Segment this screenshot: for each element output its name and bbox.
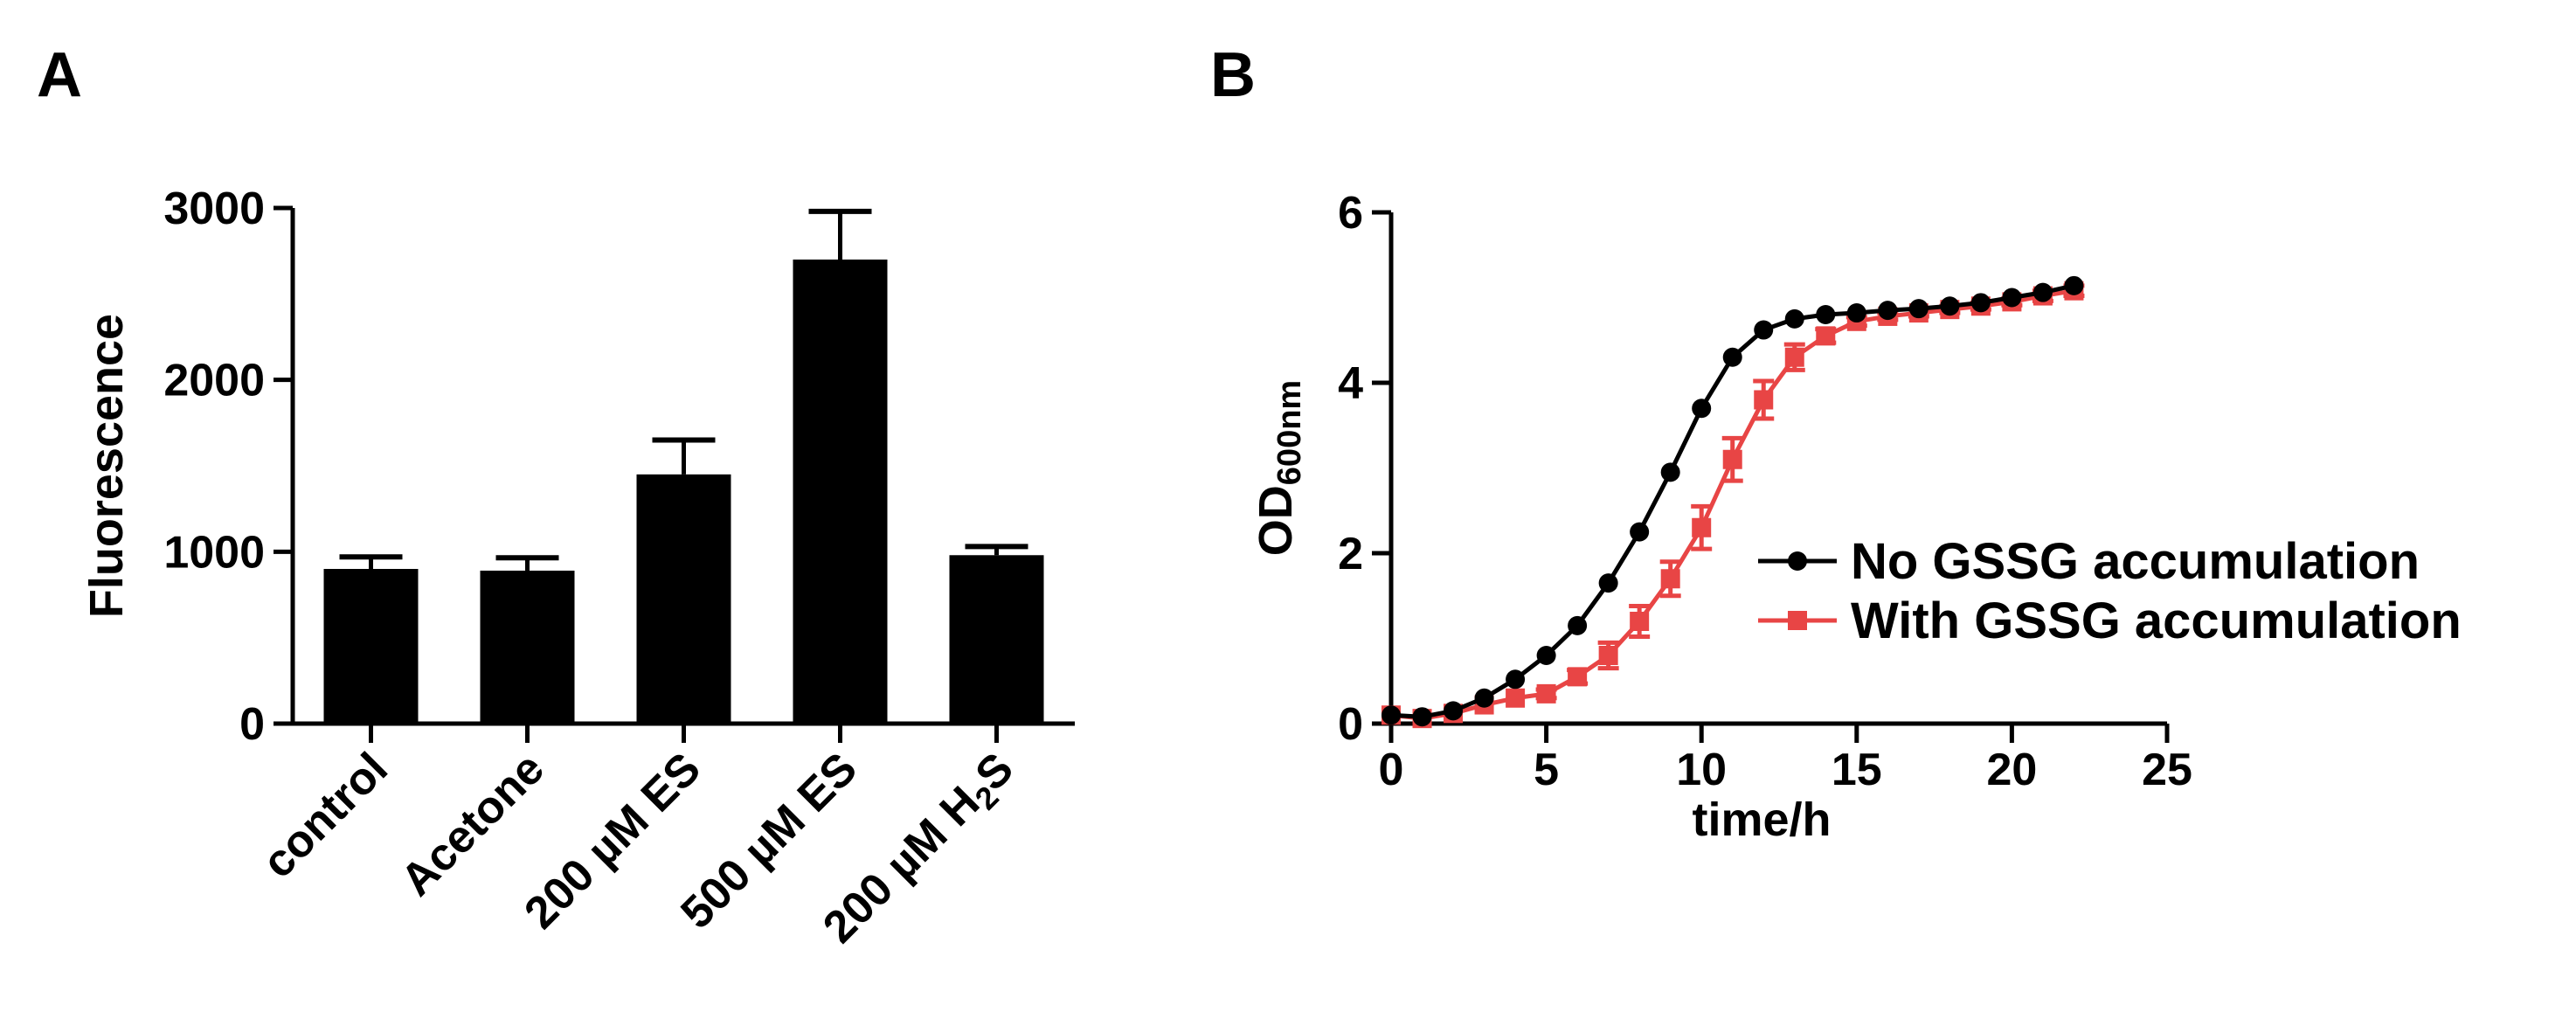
data-point <box>1940 296 1960 316</box>
legend-label: No GSSG accumulation <box>1851 533 2420 590</box>
x-tick-label: 5 <box>1534 745 1559 795</box>
bar <box>793 260 888 724</box>
data-point <box>1444 701 1464 721</box>
x-tick-label-text: control <box>253 743 398 888</box>
y-axis-title: OD600nm <box>1250 380 1308 556</box>
data-point <box>1630 612 1650 631</box>
series-no-gssg <box>1381 275 2084 727</box>
data-point <box>2032 282 2053 302</box>
y-tick-label: 3000 <box>163 184 265 234</box>
data-point <box>1878 301 1898 321</box>
data-point <box>1692 399 1712 419</box>
data-point <box>1846 303 1866 323</box>
data-point <box>1908 299 1929 319</box>
legend-marker <box>1788 611 1807 630</box>
data-point <box>1816 326 1836 346</box>
data-point <box>1506 688 1526 708</box>
x-axis-title: time/h <box>1692 794 1831 846</box>
data-point <box>1536 683 1556 704</box>
y-tick-label: 6 <box>1338 188 1363 239</box>
x-tick-label: control <box>253 743 398 888</box>
y-axis-title: Fluorescence <box>80 314 133 618</box>
bar <box>323 569 419 724</box>
x-tick-label-text: Acetone <box>391 743 554 905</box>
data-point <box>1598 573 1618 593</box>
legend-marker <box>1788 551 1807 571</box>
data-point <box>1722 449 1742 469</box>
y-axis-title-subscript: 600nm <box>1271 380 1308 485</box>
y-tick-label: 4 <box>1338 358 1363 409</box>
data-point <box>1784 308 1804 329</box>
bar <box>636 474 731 724</box>
x-tick-label: 10 <box>1676 745 1727 795</box>
bar <box>480 570 575 724</box>
x-tick-label: 15 <box>1832 745 1882 795</box>
data-point <box>1660 462 1680 482</box>
data-point <box>2064 275 2084 295</box>
y-tick-label: 0 <box>239 699 265 750</box>
y-tick-label: 0 <box>1338 699 1363 750</box>
chart-a: 0100020003000FluorescencecontrolAcetone2… <box>80 184 1075 953</box>
data-point <box>1568 615 1588 635</box>
x-tick-label: 0 <box>1379 745 1404 795</box>
data-point <box>1536 646 1556 665</box>
y-tick-label: 2 <box>1338 529 1363 579</box>
y-tick-label: 1000 <box>163 527 265 578</box>
data-point <box>1598 646 1618 665</box>
data-point <box>1381 705 1401 725</box>
data-point <box>1506 669 1526 690</box>
bar <box>949 555 1044 724</box>
data-point <box>1816 305 1836 324</box>
y-tick-label: 2000 <box>163 356 265 406</box>
data-point <box>1970 293 1991 313</box>
data-point <box>1722 347 1742 367</box>
data-point <box>1692 517 1712 537</box>
data-point <box>1568 667 1588 687</box>
data-point <box>1474 688 1494 708</box>
data-point <box>1754 320 1774 340</box>
data-point <box>1784 347 1804 367</box>
chart-b: 0 2 4 6 0 5 10 15 20 25 time/h OD600nm No GSSG accum… <box>1250 188 2462 846</box>
x-tick-label: 25 <box>2142 745 2192 795</box>
panel-label-a: A <box>37 40 82 110</box>
data-point <box>1630 522 1650 542</box>
data-point <box>2002 288 2022 308</box>
legend-label: With GSSG accumulation <box>1851 593 2462 649</box>
data-point <box>1754 390 1774 410</box>
data-point <box>1660 569 1680 589</box>
panel-label-b: B <box>1210 40 1256 110</box>
x-tick-label: Acetone <box>391 743 554 905</box>
y-axis-title-main: OD <box>1250 485 1302 556</box>
data-point <box>1412 707 1432 727</box>
x-tick-label: 20 <box>1986 745 2037 795</box>
